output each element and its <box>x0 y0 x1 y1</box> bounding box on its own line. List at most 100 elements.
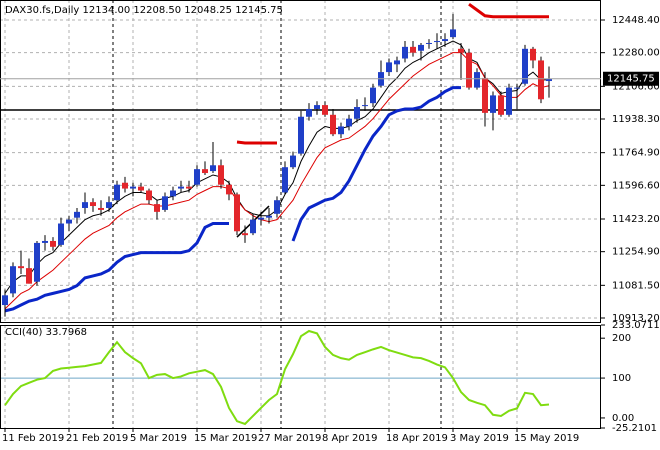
y-tick-label: 12280.00 <box>612 48 660 59</box>
candle-body <box>202 169 208 174</box>
candle-body <box>434 41 440 43</box>
indicator-line <box>4 86 461 313</box>
candle-body <box>418 44 424 51</box>
candle-body <box>370 87 376 104</box>
candle-body <box>18 266 24 269</box>
candle-body <box>546 78 552 82</box>
candle-body <box>250 219 256 234</box>
candle-body <box>98 207 104 210</box>
candle-body <box>498 95 504 115</box>
y-tick-label: 11938.30 <box>612 114 660 125</box>
candle-body <box>298 116 304 154</box>
candle-body <box>194 169 200 185</box>
candle-body <box>42 240 48 243</box>
candle-body <box>482 77 488 113</box>
candle-body <box>354 107 360 119</box>
x-tick-label: 11 Feb 2019 <box>2 433 64 444</box>
candle-body <box>226 184 232 195</box>
candle-body <box>210 165 216 172</box>
y-tick-label: 100 <box>612 373 631 384</box>
x-tick-label: 18 Apr 2019 <box>386 433 448 444</box>
candle-body <box>290 155 296 168</box>
candle-body <box>130 186 136 189</box>
x-tick-label: 21 Feb 2019 <box>66 433 128 444</box>
candle-body <box>450 29 456 38</box>
y-tick-label: 11596.60 <box>612 180 660 191</box>
candle-body <box>234 194 240 232</box>
candle-body <box>362 105 368 107</box>
candle-body <box>170 190 176 197</box>
candle-body <box>138 186 144 191</box>
candle-body <box>106 202 112 208</box>
candle-body <box>530 48 536 61</box>
x-tick-label: 15 May 2019 <box>514 433 579 444</box>
y-tick-label: 10913.20 <box>612 313 660 324</box>
panel-border <box>0 0 601 323</box>
price-label-box <box>603 71 659 86</box>
candle-body <box>114 184 120 201</box>
candle-body <box>442 39 448 42</box>
candle-body <box>522 48 528 84</box>
y-tick-label: 12106.60 <box>612 81 660 92</box>
x-tick-label: 5 Mar 2019 <box>130 433 187 444</box>
candle-body <box>146 190 152 201</box>
y-tick-label: 11081.50 <box>612 280 660 291</box>
candle-body <box>282 167 288 193</box>
candle-body <box>490 95 496 113</box>
x-tick-label: 27 Mar 2019 <box>258 433 321 444</box>
y-tick-label: 11423.20 <box>612 214 660 225</box>
candle-body <box>186 186 192 189</box>
candle-body <box>538 60 544 100</box>
candle-body <box>466 52 472 88</box>
price-label: 12145.75 <box>607 74 655 85</box>
candle-body <box>82 202 88 208</box>
candle-body <box>178 186 184 189</box>
candle-body <box>322 105 328 115</box>
candle-body <box>122 182 128 189</box>
candle-body <box>242 233 248 236</box>
y-tick-label: 11764.90 <box>612 148 660 159</box>
chart-title: DAX30.fs,Daily 12134.00 12208.50 12048.2… <box>5 5 283 16</box>
candle-body <box>386 62 392 73</box>
y-tick-label: 12448.40 <box>612 15 660 26</box>
candle-body <box>514 87 520 89</box>
x-tick-label: 3 May 2019 <box>450 433 509 444</box>
candle-body <box>74 211 80 218</box>
y-tick-label: 233.0711 <box>612 320 660 331</box>
candle-body <box>90 202 96 207</box>
candle-body <box>2 295 8 306</box>
y-tick-label: 200 <box>612 333 631 344</box>
candle-body <box>162 196 168 210</box>
indicator-line <box>4 329 550 426</box>
y-tick-label: 0.00 <box>612 413 634 424</box>
candle-body <box>218 165 224 185</box>
candle-body <box>330 114 336 135</box>
indicator-title: CCI(40) 33.7968 <box>5 327 87 338</box>
candle-body <box>258 217 264 220</box>
candle-body <box>58 223 64 245</box>
panel-border <box>0 325 601 429</box>
candle-body <box>50 240 56 247</box>
indicator-line <box>236 2 549 145</box>
candle-body <box>314 105 320 109</box>
candle-body <box>338 126 344 135</box>
candle-body <box>506 87 512 115</box>
x-tick-label: 8 Apr 2019 <box>322 433 377 444</box>
candle-body <box>266 215 272 218</box>
candle-body <box>410 46 416 53</box>
candle-body <box>402 46 408 59</box>
y-tick-label: 11254.90 <box>612 247 660 258</box>
candle-body <box>34 242 40 282</box>
y-tick-label: -25.2101 <box>612 423 657 434</box>
candle-body <box>394 60 400 65</box>
candle-body <box>26 268 32 284</box>
candle-body <box>306 108 312 117</box>
candle-body <box>426 42 432 44</box>
candle-body <box>474 72 480 88</box>
candle-body <box>10 266 16 294</box>
candle-body <box>274 200 280 214</box>
x-tick-label: 15 Mar 2019 <box>194 433 257 444</box>
candle-body <box>66 219 72 224</box>
